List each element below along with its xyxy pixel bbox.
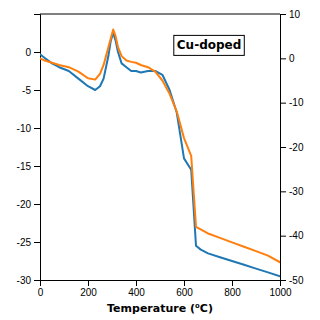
tick: 200 xyxy=(80,280,97,298)
tick-mark xyxy=(34,166,40,167)
tick: -10 xyxy=(280,97,304,108)
title-box: Cu-doped xyxy=(174,35,244,55)
tick: -5 xyxy=(22,85,40,96)
tick-mark xyxy=(34,242,40,243)
tick: -50 xyxy=(280,275,304,286)
tick-mark xyxy=(88,280,89,286)
line xyxy=(40,30,280,263)
tick: -40 xyxy=(280,230,304,241)
tick-mark xyxy=(232,280,233,286)
tick: -30 xyxy=(280,186,304,197)
tick: 400 xyxy=(128,280,145,298)
tick-label: 600 xyxy=(176,287,193,298)
tick: 0 xyxy=(280,53,295,64)
tick-mark xyxy=(34,90,40,91)
tick-mark xyxy=(136,280,137,286)
tick-label: -10 xyxy=(289,97,304,108)
tick-label: 1000 xyxy=(269,287,292,298)
y2-axis: 10 0 -10 -20 -30 -40 -50 xyxy=(280,9,304,286)
tick-label: -20 xyxy=(289,142,304,153)
tick: 10 xyxy=(280,9,301,20)
tick: 0 xyxy=(38,280,44,298)
tick-label: 800 xyxy=(224,287,241,298)
x-axis-title: Temperature (⁰C) xyxy=(107,302,213,315)
tick-mark xyxy=(280,280,286,281)
tick-mark xyxy=(280,147,286,148)
tick: -20 xyxy=(17,199,40,210)
tick-mark xyxy=(184,280,185,286)
tick-label: -25 xyxy=(17,237,32,248)
plot-frame xyxy=(40,14,280,15)
tick-mark xyxy=(280,14,286,15)
tick-label: -30 xyxy=(289,186,304,197)
tick: -10 xyxy=(17,123,40,134)
tick-label: 0 xyxy=(289,53,295,64)
tick: -30 xyxy=(17,275,40,286)
tick-mark xyxy=(280,236,286,237)
tick: -20 xyxy=(280,142,304,153)
tick-mark xyxy=(34,280,40,281)
tick: 800 xyxy=(224,280,241,298)
tick-mark xyxy=(34,128,40,129)
y-axis: 0 -5 -10 -15 -20 -25 -30 xyxy=(17,15,41,286)
y-axis-line xyxy=(34,15,41,281)
tick-mark xyxy=(34,52,40,53)
tick-label: -30 xyxy=(17,275,32,286)
tick: 600 xyxy=(176,280,193,298)
tick: 0 xyxy=(25,47,40,58)
tick-label: -10 xyxy=(17,123,32,134)
tick-mark xyxy=(280,191,286,192)
tick-label: -20 xyxy=(17,199,32,210)
tick: -25 xyxy=(17,237,40,248)
tick-mark xyxy=(280,103,286,104)
tick: -15 xyxy=(17,161,40,172)
tick-mark xyxy=(34,204,40,205)
tick-label: -15 xyxy=(17,161,32,172)
tick-label: 200 xyxy=(80,287,97,298)
tick-label: -5 xyxy=(22,85,31,96)
tick-label: -40 xyxy=(289,230,304,241)
x-axis: 0 200 400 600 800 1000 xyxy=(38,280,292,298)
tick-label: -50 xyxy=(289,275,304,286)
x-axis-line xyxy=(41,281,281,287)
tick-label: 10 xyxy=(289,9,301,20)
title-frame xyxy=(174,35,244,55)
tick-mark xyxy=(280,58,286,59)
chart: 0 200 400 600 800 1000 0 -5 -10 -15 -20 -25 -30 10 0 -1… xyxy=(0,0,320,320)
tick-label: 400 xyxy=(128,287,145,298)
tick-label: 0 xyxy=(25,47,31,58)
lines xyxy=(40,30,280,277)
tick-label: 0 xyxy=(38,287,44,298)
title: Cu-doped xyxy=(177,38,241,52)
y2-axis-line xyxy=(281,15,287,281)
